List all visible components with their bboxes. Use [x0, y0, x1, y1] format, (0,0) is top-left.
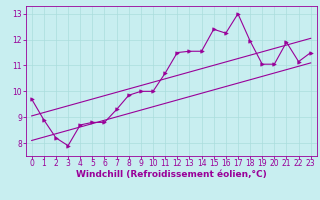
- X-axis label: Windchill (Refroidissement éolien,°C): Windchill (Refroidissement éolien,°C): [76, 170, 267, 179]
